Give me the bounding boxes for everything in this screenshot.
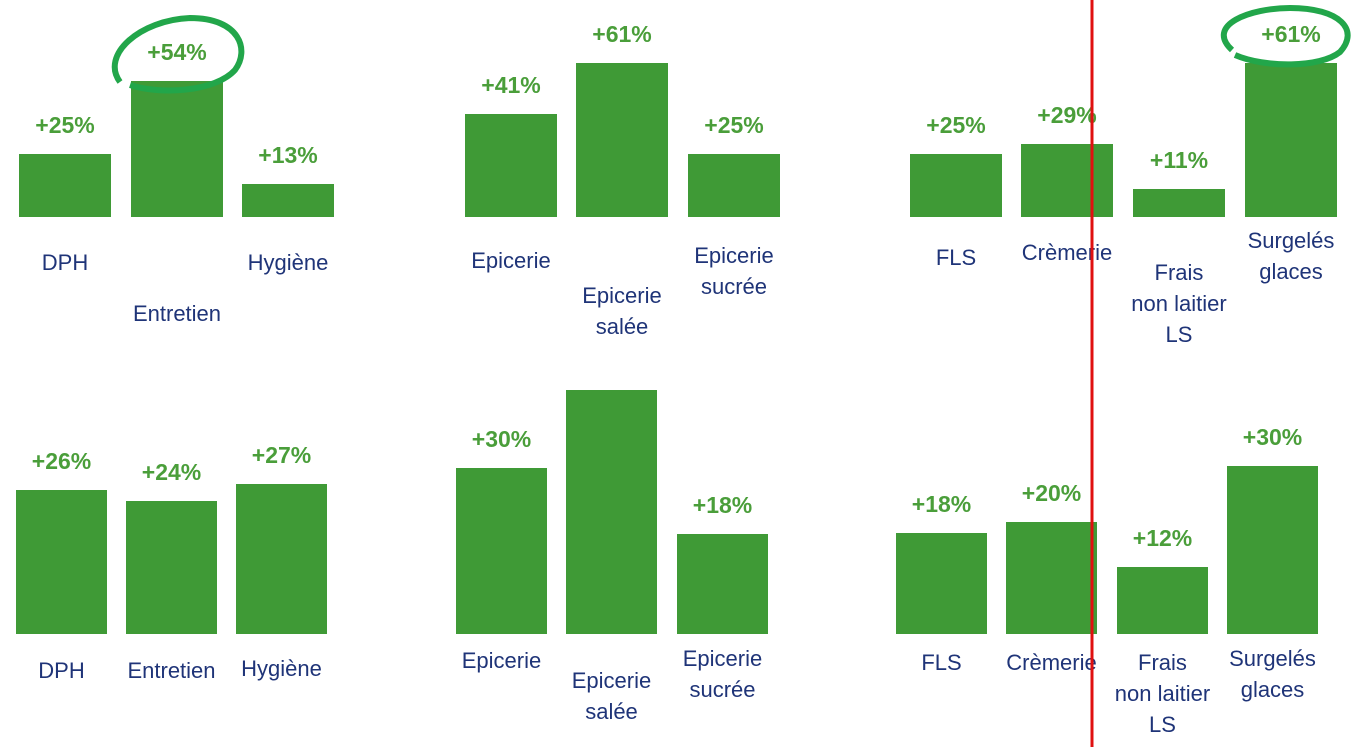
bar bbox=[126, 501, 217, 634]
category-label: DPH bbox=[41, 250, 89, 275]
value-label: +54% bbox=[147, 38, 207, 65]
bar bbox=[566, 390, 657, 634]
bar bbox=[456, 467, 547, 634]
bar bbox=[576, 63, 668, 217]
bar bbox=[16, 489, 107, 634]
value-label: +61% bbox=[592, 21, 652, 48]
value-label: +26% bbox=[31, 447, 92, 474]
category-label: Epicerie sucrée bbox=[694, 243, 774, 299]
bar bbox=[896, 533, 987, 634]
value-label: +20% bbox=[1021, 480, 1082, 506]
category-label: Surgelés glaces bbox=[1247, 228, 1335, 284]
category-label: Crèmerie bbox=[1021, 240, 1113, 265]
category-label: Entretien bbox=[127, 658, 216, 683]
value-label: +11% bbox=[1149, 147, 1209, 174]
value-label: +41% bbox=[481, 71, 541, 98]
bar bbox=[131, 80, 223, 217]
value-label: +24% bbox=[141, 459, 202, 486]
value-label: +12% bbox=[1132, 524, 1193, 551]
value-label: +25% bbox=[35, 112, 95, 138]
category-label: Frais non laitier LS bbox=[1131, 260, 1227, 347]
highlight-circle bbox=[1221, 4, 1351, 68]
category-label: FLS bbox=[935, 245, 977, 270]
value-label: +25% bbox=[704, 112, 764, 138]
bar bbox=[1021, 143, 1113, 217]
highlight-circle bbox=[111, 14, 245, 94]
bar bbox=[1133, 189, 1225, 217]
bar bbox=[1227, 466, 1318, 634]
value-label: +27% bbox=[251, 442, 312, 469]
bar bbox=[1117, 566, 1208, 634]
value-label: +30% bbox=[471, 425, 532, 452]
value-label: +29% bbox=[1037, 101, 1097, 128]
bar bbox=[236, 484, 327, 634]
value-label: +18% bbox=[692, 492, 753, 519]
bar bbox=[688, 154, 780, 217]
category-label: Epicerie bbox=[461, 648, 542, 673]
bar bbox=[19, 154, 111, 217]
category-label: Hygiène bbox=[241, 656, 322, 681]
category-label: Epicerie bbox=[471, 248, 551, 273]
category-label: Hygiène bbox=[247, 250, 329, 275]
value-label: +18% bbox=[911, 491, 972, 518]
category-label: Entretien bbox=[132, 301, 222, 326]
category-label: Crèmerie bbox=[1006, 650, 1097, 675]
category-label: Epicerie salée bbox=[582, 283, 662, 339]
bar bbox=[1245, 63, 1337, 217]
category-label: Frais non laitier LS bbox=[1114, 650, 1211, 737]
category-label: DPH bbox=[38, 658, 85, 683]
category-label: Epicerie sucrée bbox=[682, 646, 763, 702]
bar bbox=[465, 113, 557, 217]
category-label: Epicerie salée bbox=[571, 668, 652, 724]
value-label: +25% bbox=[926, 112, 986, 138]
bar bbox=[1006, 522, 1097, 634]
bar bbox=[242, 184, 334, 217]
category-label: FLS bbox=[921, 650, 962, 675]
bar bbox=[910, 154, 1002, 217]
bar bbox=[677, 534, 768, 634]
value-label: +13% bbox=[258, 142, 318, 169]
value-label: +61% bbox=[1261, 21, 1321, 48]
value-label: +30% bbox=[1242, 424, 1303, 450]
category-label: Surgelés glaces bbox=[1229, 646, 1316, 702]
